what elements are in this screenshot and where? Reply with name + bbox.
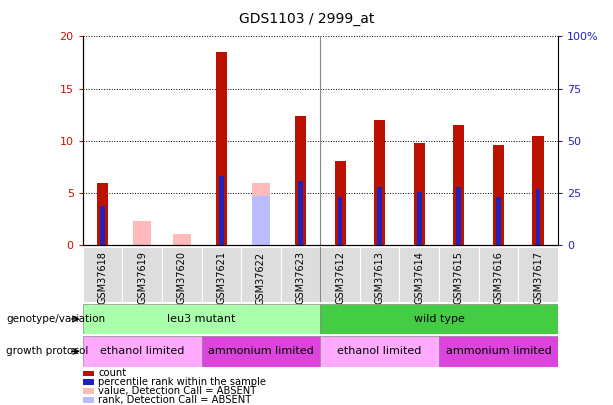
Bar — [202, 336, 321, 367]
Bar — [252, 183, 270, 245]
Text: percentile rank within the sample: percentile rank within the sample — [98, 377, 266, 387]
Bar — [83, 247, 123, 302]
Text: ammonium limited: ammonium limited — [446, 346, 551, 356]
Bar — [457, 187, 461, 245]
Bar — [518, 247, 558, 302]
Text: GSM37616: GSM37616 — [493, 252, 503, 304]
Bar — [374, 120, 385, 245]
Text: wild type: wild type — [414, 314, 465, 324]
Bar — [252, 196, 270, 245]
Bar — [454, 125, 465, 245]
Bar — [298, 181, 303, 245]
Text: genotype/variation: genotype/variation — [6, 314, 105, 324]
Bar — [338, 197, 343, 245]
Bar — [321, 336, 439, 367]
Bar — [479, 247, 518, 302]
Text: growth protocol: growth protocol — [6, 346, 88, 356]
Bar — [439, 336, 558, 367]
Bar — [417, 192, 422, 245]
Text: GSM37613: GSM37613 — [375, 252, 385, 304]
Text: GSM37617: GSM37617 — [533, 252, 543, 305]
Bar — [241, 247, 281, 302]
Text: GSM37622: GSM37622 — [256, 252, 266, 305]
Bar — [321, 304, 558, 334]
Bar — [360, 247, 400, 302]
Bar — [162, 247, 202, 302]
Text: ethanol limited: ethanol limited — [338, 346, 422, 356]
Text: ammonium limited: ammonium limited — [208, 346, 314, 356]
Text: GSM37623: GSM37623 — [295, 252, 305, 305]
Bar — [219, 176, 224, 245]
Bar — [378, 187, 382, 245]
Text: value, Detection Call = ABSENT: value, Detection Call = ABSENT — [98, 386, 256, 396]
Text: GDS1103 / 2999_at: GDS1103 / 2999_at — [239, 12, 374, 26]
Bar — [533, 136, 544, 245]
Bar — [100, 207, 105, 245]
Text: count: count — [98, 369, 126, 378]
Bar — [321, 247, 360, 302]
Bar — [123, 247, 162, 302]
Bar — [133, 221, 151, 245]
Text: GSM37618: GSM37618 — [97, 252, 107, 304]
Text: GSM37614: GSM37614 — [414, 252, 424, 304]
Bar — [414, 143, 425, 245]
Bar — [83, 336, 202, 367]
Bar — [216, 52, 227, 245]
Bar — [536, 189, 541, 245]
Bar — [97, 183, 108, 245]
Text: GSM37619: GSM37619 — [137, 252, 147, 304]
Text: GSM37612: GSM37612 — [335, 252, 345, 305]
Bar — [496, 197, 501, 245]
Bar — [493, 145, 504, 245]
Text: rank, Detection Call = ABSENT: rank, Detection Call = ABSENT — [98, 395, 251, 405]
Bar — [295, 116, 306, 245]
Bar — [281, 247, 321, 302]
Bar — [173, 234, 191, 245]
Text: leu3 mutant: leu3 mutant — [167, 314, 236, 324]
Text: GSM37621: GSM37621 — [216, 252, 226, 305]
Bar — [439, 247, 479, 302]
Bar — [202, 247, 241, 302]
Bar — [83, 304, 321, 334]
Bar — [335, 160, 346, 245]
Text: ethanol limited: ethanol limited — [100, 346, 185, 356]
Text: GSM37620: GSM37620 — [177, 252, 187, 305]
Bar — [400, 247, 439, 302]
Text: GSM37615: GSM37615 — [454, 252, 464, 305]
